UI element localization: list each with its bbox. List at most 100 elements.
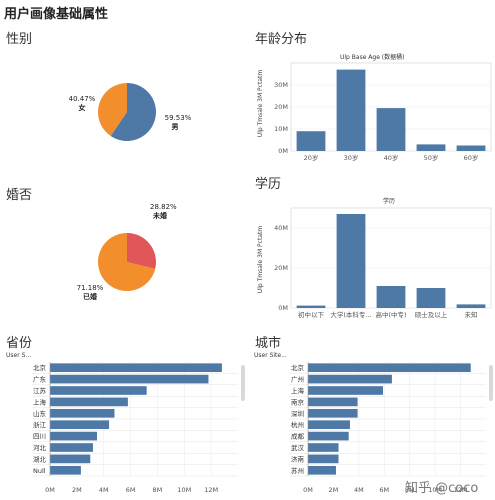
row-label: 湖北 <box>33 454 47 463</box>
x-tick-label: 12M <box>454 486 468 494</box>
bar-1[interactable] <box>336 69 366 151</box>
bar-7[interactable] <box>50 443 93 452</box>
x-tick-label: 4M <box>99 486 109 494</box>
row-label: 浙江 <box>33 420 47 429</box>
x-tick-label: 大学(本科专... <box>330 310 371 319</box>
bar-4[interactable] <box>456 304 486 308</box>
pie-category-label-0: 未婚 <box>153 211 167 220</box>
row-label: 江苏 <box>33 386 47 395</box>
bar-9[interactable] <box>308 465 336 475</box>
x-tick-label: 2M <box>72 486 82 494</box>
bar-2[interactable] <box>50 386 147 395</box>
province-column-header[interactable]: User S... <box>6 352 32 359</box>
x-tick-label: 20岁 <box>304 153 319 162</box>
bar-1[interactable] <box>50 374 209 384</box>
bar-4[interactable] <box>50 408 115 418</box>
row-label: Null <box>33 467 46 475</box>
pie-pct-label-0: 59.53% <box>165 114 192 122</box>
age-y-axis-label: Ulp Tmsale 3M Pctatm <box>257 69 265 138</box>
bar-2[interactable] <box>376 286 406 308</box>
province-scrollbar[interactable] <box>241 365 245 401</box>
bar-8[interactable] <box>50 454 91 464</box>
bar-4[interactable] <box>308 408 358 418</box>
row-label: 深圳 <box>291 409 304 418</box>
province-section-title: 省份 <box>6 336 33 351</box>
age-chart-title: Ulp Base Age (数据桶) <box>340 54 405 61</box>
pie-slice-1 <box>97 82 127 136</box>
marital-section-title: 婚否 <box>6 188 33 203</box>
bar-8[interactable] <box>308 454 339 464</box>
education-section-title: 学历 <box>255 177 282 192</box>
x-tick-label: 硕士及以上 <box>415 310 448 319</box>
marital-pie-chart: 28.82%未婚 71.18%已婚 <box>77 203 177 301</box>
row-label: 广州 <box>291 375 304 384</box>
gender-pie-chart: 59.53%男 40.47%女 <box>69 82 192 141</box>
x-tick-label: 10M <box>428 486 442 494</box>
pie-slice-1 <box>97 233 156 291</box>
x-tick-label: 高中(中专) <box>375 310 406 319</box>
y-tick-label: 20M <box>274 264 288 272</box>
row-label: 济南 <box>291 454 305 463</box>
bar-6[interactable] <box>50 431 97 441</box>
age-section-title: 年龄分布 <box>255 32 308 47</box>
pie-pct-label-0: 28.82% <box>150 203 177 211</box>
bar-5[interactable] <box>50 420 110 430</box>
bar-9[interactable] <box>50 465 81 475</box>
pie-category-label-1: 已婚 <box>83 292 97 301</box>
bar-3[interactable] <box>416 144 446 151</box>
age-bar-chart: 0M 10M 20M 30M 20岁 30岁 40岁 50岁 60岁 <box>274 62 492 162</box>
education-bar-chart: 0M 20M 40M 初中以下 大学(本科专... 高中(中专) 硕士及以上 未知 <box>274 207 492 319</box>
bar-3[interactable] <box>416 288 446 308</box>
y-tick-label: 10M <box>274 125 288 133</box>
pie-category-label-1: 女 <box>79 103 86 112</box>
y-tick-label: 40M <box>274 224 288 232</box>
pie-category-label-0: 男 <box>172 123 179 131</box>
city-column-header[interactable]: User Site... <box>254 352 287 359</box>
y-tick-label: 0M <box>278 304 288 312</box>
pie-slice-0 <box>127 233 156 269</box>
row-label: 上海 <box>291 386 305 395</box>
bar-3[interactable] <box>308 397 358 407</box>
pie-pct-label-1: 71.18% <box>77 284 104 292</box>
row-label: 杭州 <box>291 420 304 429</box>
x-tick-label: 8M <box>405 486 415 494</box>
bar-0[interactable] <box>296 305 326 308</box>
bar-6[interactable] <box>308 431 349 441</box>
row-label: 北京 <box>291 363 305 372</box>
row-label: 北京 <box>33 363 47 372</box>
row-label: 广东 <box>33 375 47 384</box>
bar-7[interactable] <box>308 443 339 452</box>
row-label: 上海 <box>33 397 47 406</box>
x-tick-label: 50岁 <box>424 153 439 162</box>
gender-section-title: 性别 <box>6 32 33 47</box>
bar-4[interactable] <box>456 145 486 152</box>
bar-1[interactable] <box>308 374 392 384</box>
bar-2[interactable] <box>308 386 384 395</box>
row-label: 成都 <box>291 432 305 441</box>
x-tick-label: 6M <box>126 486 136 494</box>
city-section-title: 城市 <box>255 336 282 351</box>
education-chart-title: 学历 <box>383 198 396 205</box>
pie-slice-0 <box>110 83 156 141</box>
bar-0[interactable] <box>296 131 326 151</box>
bar-2[interactable] <box>376 108 406 151</box>
city-scrollbar[interactable] <box>489 365 493 401</box>
x-tick-label: 2M <box>329 486 339 494</box>
row-label: 山东 <box>33 409 47 418</box>
watermark: 知乎 @coco <box>405 481 479 496</box>
bar-0[interactable] <box>308 363 471 373</box>
x-tick-label: 30岁 <box>344 153 359 162</box>
bar-3[interactable] <box>50 397 128 407</box>
bar-0[interactable] <box>50 363 222 373</box>
y-tick-label: 0M <box>278 147 288 155</box>
x-tick-label: 60岁 <box>464 153 479 162</box>
row-label: 南京 <box>291 397 305 406</box>
x-tick-label: 12M <box>204 486 218 494</box>
x-tick-label: 6M <box>379 486 389 494</box>
x-tick-label: 40岁 <box>384 153 399 162</box>
x-tick-label: 10M <box>177 486 191 494</box>
bar-1[interactable] <box>336 214 366 308</box>
bar-5[interactable] <box>308 420 350 430</box>
